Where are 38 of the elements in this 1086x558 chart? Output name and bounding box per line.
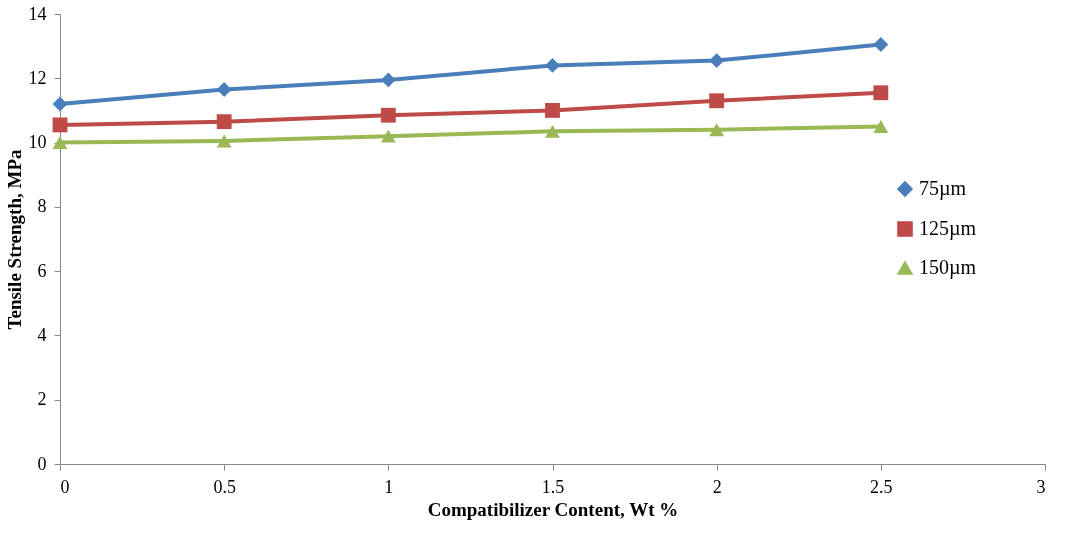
x-tick-label: 2 [712,476,722,497]
x-tick-label: 0 [60,476,70,497]
point [380,129,396,143]
point [216,114,232,130]
point [52,136,68,149]
point [52,117,68,133]
x-tick-label: 0.5 [213,476,236,497]
legend-label: 125µm [919,217,977,240]
y-tick-label: 8 [37,196,47,217]
y-tick-label: 6 [37,260,47,281]
x-tick-label: 1 [384,476,394,497]
point [216,82,232,97]
y-tick-label: 2 [37,389,47,410]
x-tick-label: 1.5 [541,476,565,497]
point [380,107,396,123]
x-axis-title: Compatibilizer Content, Wt % [427,498,679,520]
point [709,93,725,109]
y-axis-title: Tensile Strength, MPa [3,149,25,330]
legend-label: 75µm [919,177,967,200]
point [216,134,232,148]
y-tick-label: 0 [37,453,47,474]
legend-label: 150µm [919,256,977,279]
y-tick-label: 4 [37,324,47,345]
point [545,58,560,73]
point [873,37,889,52]
point [52,96,68,112]
point [709,123,725,137]
point [545,124,560,138]
x-tick-label: 3 [1036,476,1046,497]
point [545,103,560,118]
y-tick-label: 14 [28,3,47,24]
point [873,120,889,133]
point [380,72,396,88]
y-tick-label: 10 [28,132,47,153]
y-tick-label: 12 [28,67,47,88]
x-tick-label: 2.5 [870,476,893,497]
point [873,85,889,101]
point [709,53,725,69]
